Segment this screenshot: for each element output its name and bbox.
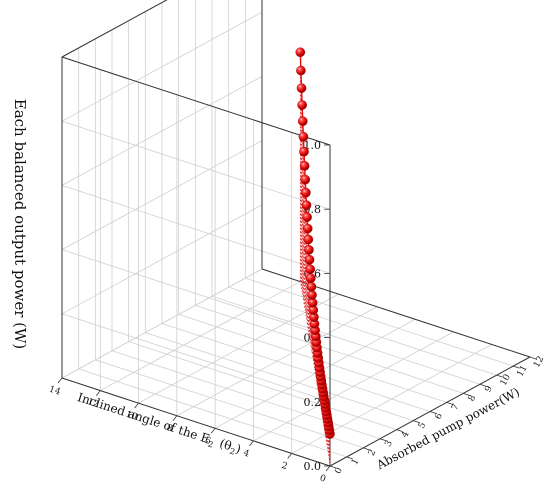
y-tick-mark [396,429,403,433]
pane-right [262,0,530,357]
grid-left-z [61,185,331,274]
y-tick-mark [463,392,470,396]
data-point [299,146,309,157]
y-tick-label: 9 [483,384,495,394]
z-tick-label: 0.0 [304,460,322,473]
grid-floor-y [211,295,481,385]
data-point [301,200,312,210]
y-tick-mark [529,356,537,360]
grid-left-z [61,313,331,403]
x-tick-label: 10 [124,410,138,423]
grid-floor-y [111,350,381,440]
z-axis-label: Each balanced output power (W) [11,99,29,350]
grid-floor-y [245,277,514,367]
x-tick-mark [287,453,293,459]
grid-floor-y [228,286,497,376]
y-tick-mark [363,447,370,451]
grid-back-z [61,11,263,122]
data-point [296,83,307,93]
y-tick-mark [413,420,420,423]
x-tick-mark [134,402,139,409]
y-tick-mark [496,374,503,378]
grid-floor-y [78,368,347,458]
x-tick-label: 6 [203,436,212,447]
y-tick-mark [346,456,353,460]
x-tick-label: 12 [86,397,100,410]
data-point [295,47,306,58]
tick-labels: 0.00.20.40.60.81.00246810121401234567891… [48,139,547,484]
data-point [307,290,317,300]
frame-edge [61,56,331,146]
grid-left-z [61,120,331,210]
data-point [302,223,313,234]
grid-back-z [61,140,263,250]
grid-floor-y [128,341,397,431]
y-tick-label: 8 [467,393,479,403]
frame-edge [61,377,331,467]
grid-floor-y [145,332,414,421]
data-point [303,234,314,245]
data-point [296,65,306,76]
y-tick-label: 1 [350,457,362,467]
grid-floor-y [195,304,464,394]
x-tick-label: 2 [280,461,289,472]
y-tick-label: 0 [333,466,345,476]
y-tick-label: 7 [450,402,462,412]
data-point [302,212,312,222]
data-point [304,254,315,265]
data-point [299,161,310,171]
y-tick-label: 4 [400,430,412,440]
data-point [306,281,317,292]
data-series [295,47,335,439]
frame-edge [61,0,168,58]
grid-back-z [61,204,263,315]
y-tick-label: 11 [515,364,529,379]
y-tick-mark [513,365,520,369]
y-tick-label: 10 [499,373,513,388]
y-tick-label: 2 [367,448,379,458]
grid-left-z [61,249,331,338]
x-axis-label-paren: (θ [218,436,234,453]
data-point [297,116,308,126]
x-axis-label-close: ) [234,442,243,457]
y-tick-label: 6 [433,411,445,421]
x-axis-label-sub: 2 [207,439,215,449]
data-point [301,187,311,198]
x-axis-label-theta-sub: 2 [228,447,236,457]
data-point [297,100,307,110]
y-tick-label: 3 [383,439,395,449]
x-tick-mark [249,440,254,447]
data-point [304,245,314,255]
data-point [298,131,309,142]
x-tick-mark [95,390,101,396]
y-tick-mark [429,411,437,414]
x-tick-mark [210,428,216,434]
y-tick-label: 12 [532,355,546,370]
x-tick-mark [57,377,63,384]
grid-back-z [61,268,263,379]
x-tick-label: 8 [165,423,174,434]
y-tick-label: 5 [417,421,429,431]
grid-floor-y [178,314,447,403]
grid-floor-y [161,323,431,412]
y-tick-mark [479,383,487,387]
data-point [306,273,316,284]
y-tick-mark [329,465,337,469]
y-tick-mark [379,438,387,442]
z-tick-label: 1.0 [304,139,322,152]
x-tick-mark [172,415,178,421]
grid-back-z [61,76,263,186]
x-tick-mark [325,465,331,472]
grid-panes [62,0,530,466]
x-tick-label: 4 [242,448,251,459]
grid-floor-y [95,359,364,449]
y-tick-mark [446,402,453,405]
x-tick-label: 0 [318,473,327,484]
data-point [300,174,311,185]
x-tick-label: 14 [48,385,62,398]
data-point [305,264,315,275]
z-tick-label: 0.2 [304,396,322,409]
